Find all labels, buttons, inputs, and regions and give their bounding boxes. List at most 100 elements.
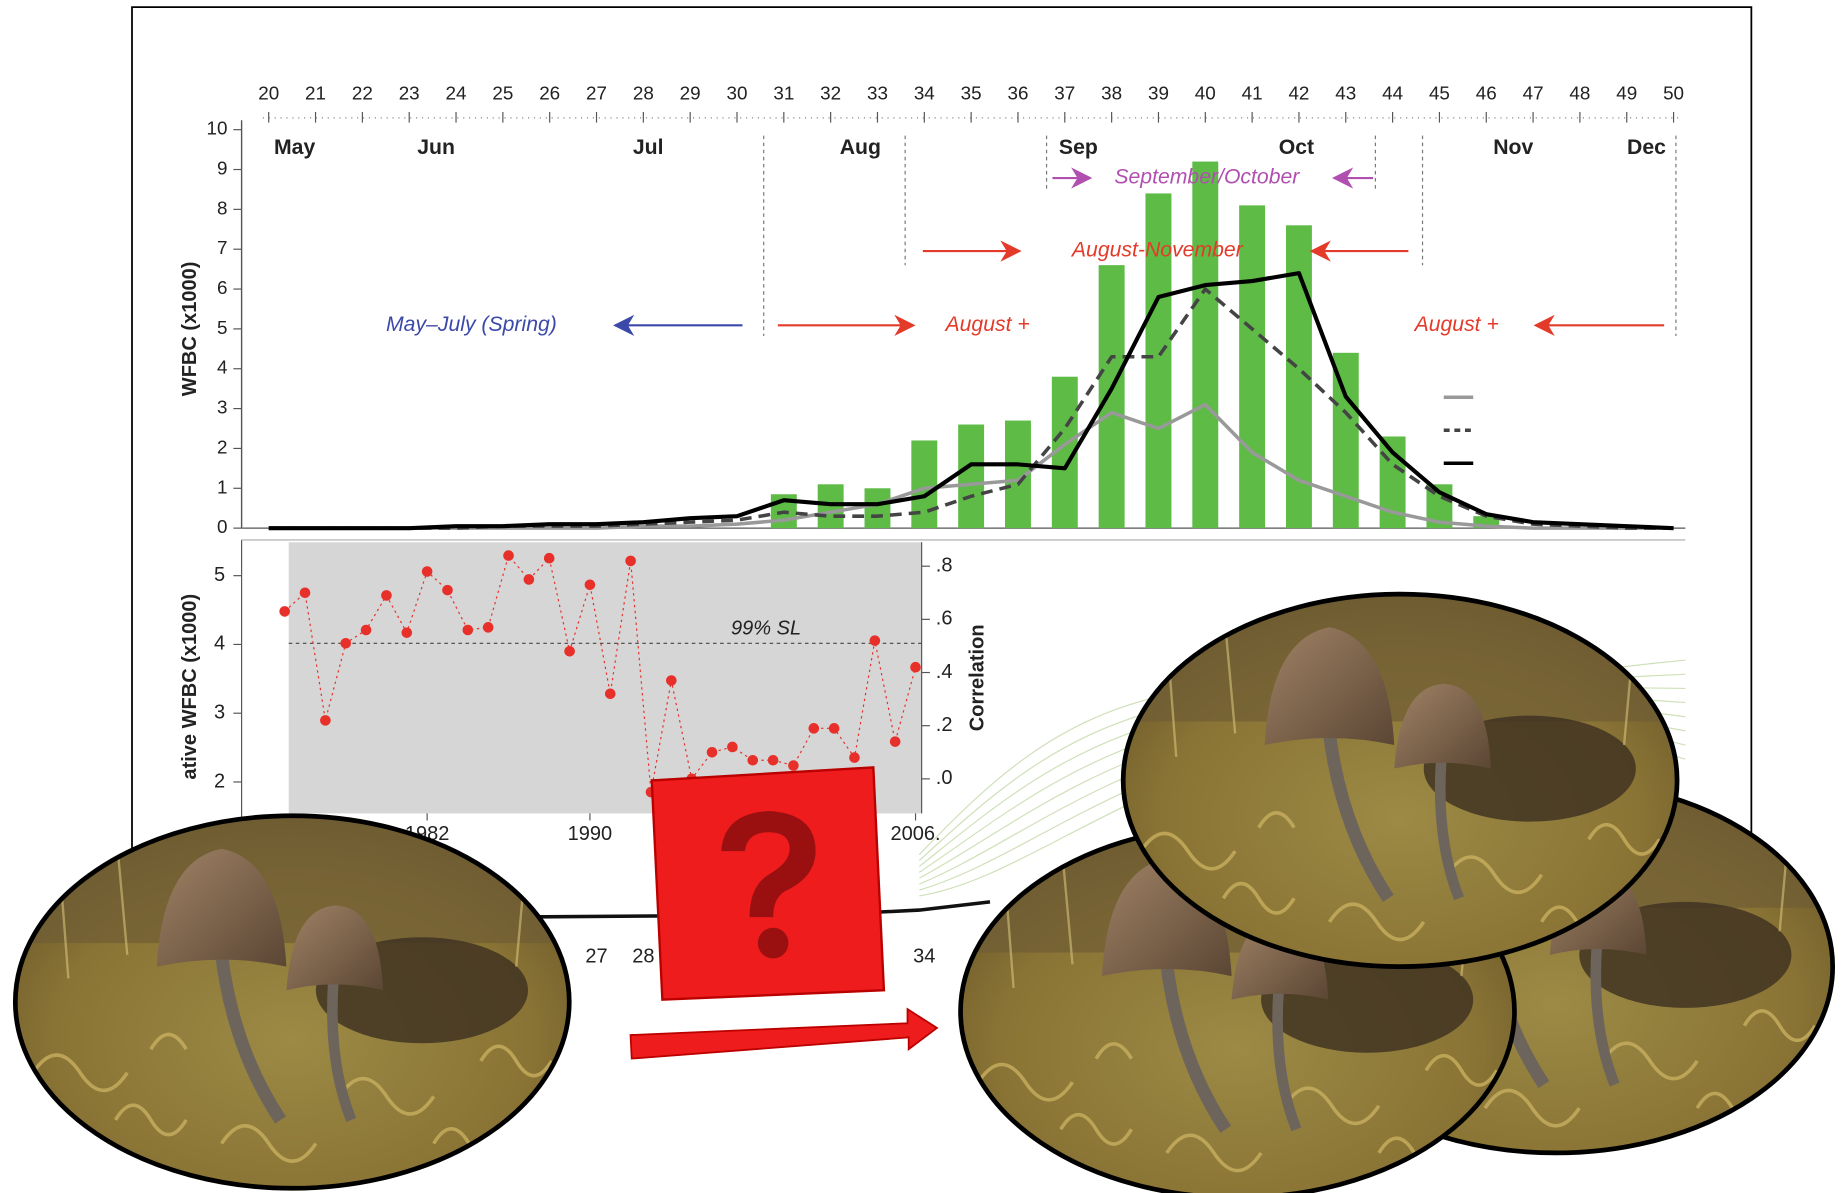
scatter-point xyxy=(340,638,351,649)
x-tick-label: 27 xyxy=(585,946,607,968)
annotation: August + xyxy=(943,313,1029,336)
x-tick-label: 29 xyxy=(680,82,701,103)
x-tick-label: 43 xyxy=(1335,82,1356,103)
x-tick-label: 34 xyxy=(914,82,935,103)
scatter-point xyxy=(849,752,860,763)
x-tick-label: 36 xyxy=(1007,82,1028,103)
annotation: May–July (Spring) xyxy=(386,313,557,336)
bar xyxy=(911,440,937,528)
scatter-point xyxy=(910,662,921,673)
scatter-point xyxy=(300,587,311,598)
x-tick-label: 27 xyxy=(586,82,607,103)
scatter-point xyxy=(279,606,290,617)
x-tick-label: 35 xyxy=(961,82,982,103)
scatter-point xyxy=(524,574,535,585)
x-tick-label: 50 xyxy=(1663,82,1684,103)
x-tick-label: 31 xyxy=(773,82,794,103)
month-label: Jul xyxy=(633,136,664,159)
x-tick-label: 1990 xyxy=(568,823,613,845)
x-tick-label: 25 xyxy=(492,82,513,103)
scatter-point xyxy=(503,550,514,561)
x-tick-label: 32 xyxy=(820,82,841,103)
month-label: Sep xyxy=(1059,136,1098,159)
scatter-point xyxy=(605,688,616,699)
y-tick-label: 5 xyxy=(217,317,227,338)
scatter-point xyxy=(808,723,819,734)
scatter-point xyxy=(442,585,453,596)
x-tick-label: 34 xyxy=(913,946,935,968)
scatter-point xyxy=(401,627,412,638)
y-tick-label: 3 xyxy=(217,397,227,418)
y2-tick-label: .8 xyxy=(936,554,953,576)
threshold-label: 99% SL xyxy=(731,617,801,639)
bar xyxy=(1099,265,1125,528)
x-tick-label: 49 xyxy=(1616,82,1637,103)
scatter-point xyxy=(381,590,392,601)
x-tick-label: 39 xyxy=(1148,82,1169,103)
scatter-point xyxy=(707,747,718,758)
y-tick-label: 6 xyxy=(217,277,227,298)
scatter-point xyxy=(829,723,840,734)
x-tick-label: 37 xyxy=(1054,82,1075,103)
photo xyxy=(9,813,575,1190)
x-tick-label: 46 xyxy=(1476,82,1497,103)
y-tick-label: 5 xyxy=(214,564,225,586)
y-tick-label: 4 xyxy=(214,633,225,655)
x-tick-label: 20 xyxy=(258,82,279,103)
x-tick-label: 28 xyxy=(633,82,654,103)
y-tick-label: 1 xyxy=(217,476,227,497)
x-tick-label: 24 xyxy=(446,82,467,103)
bar xyxy=(865,488,891,528)
scatter-point xyxy=(870,635,881,646)
y-axis-label: WFBC (x1000) xyxy=(179,262,201,397)
x-tick-label: 23 xyxy=(399,82,420,103)
y2-tick-label: .2 xyxy=(936,714,953,736)
y-tick-label: 7 xyxy=(217,237,227,258)
x-tick-label: 40 xyxy=(1195,82,1216,103)
scatter-point xyxy=(483,622,494,633)
y-tick-label: 10 xyxy=(206,118,227,139)
x-tick-label: 47 xyxy=(1523,82,1544,103)
x-tick-label: 28 xyxy=(632,946,654,968)
month-label: Aug xyxy=(840,136,881,159)
y-tick-label: 4 xyxy=(217,357,227,378)
scatter-point xyxy=(747,755,758,766)
y-tick-label: 0 xyxy=(217,516,227,537)
y-tick-label: 3 xyxy=(214,702,225,724)
y2-tick-label: .0 xyxy=(936,767,953,789)
photo xyxy=(1117,592,1683,969)
x-tick-label: 38 xyxy=(1101,82,1122,103)
x-tick-label: 30 xyxy=(727,82,748,103)
scatter-point xyxy=(727,742,738,753)
month-label: Oct xyxy=(1279,136,1314,159)
scatter-point xyxy=(361,625,372,636)
figure: 012345678910WFBC (x1000)2021222324252627… xyxy=(0,0,1848,1193)
bar xyxy=(1333,353,1359,528)
month-label: May xyxy=(274,136,315,159)
x-tick-label: 33 xyxy=(867,82,888,103)
bar xyxy=(1239,205,1265,528)
x-tick-label: 2006. xyxy=(890,823,940,845)
scatter-point xyxy=(890,736,901,747)
x-tick-label: 21 xyxy=(305,82,326,103)
x-tick-label: 22 xyxy=(352,82,373,103)
x-tick-label: 42 xyxy=(1288,82,1309,103)
scatter-point xyxy=(585,579,596,590)
bar xyxy=(1192,162,1218,529)
x-tick-label: 26 xyxy=(539,82,560,103)
scatter-point xyxy=(788,760,799,771)
scatter-point xyxy=(544,553,555,564)
scatter-point xyxy=(768,755,779,766)
x-tick-label: 45 xyxy=(1429,82,1450,103)
scatter-point xyxy=(564,646,575,657)
y-axis-label: ative WFBC (x1000) xyxy=(179,594,201,780)
y-tick-label: 2 xyxy=(214,770,225,792)
x-tick-label: 44 xyxy=(1382,82,1403,103)
month-label: Nov xyxy=(1493,136,1533,159)
y-tick-label: 2 xyxy=(217,436,227,457)
month-label: Dec xyxy=(1627,136,1666,159)
annotation: September/October xyxy=(1114,166,1300,189)
scatter-point xyxy=(463,625,474,636)
y-tick-label: 8 xyxy=(217,197,227,218)
scatter-point xyxy=(320,715,331,726)
